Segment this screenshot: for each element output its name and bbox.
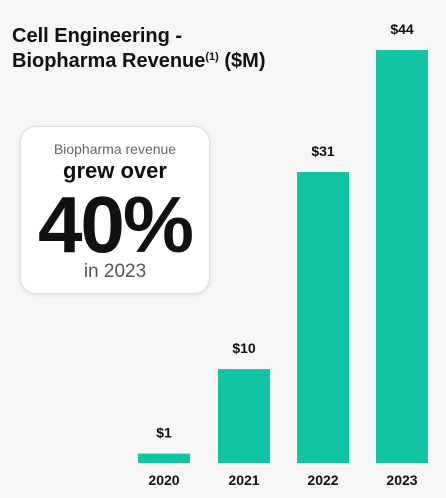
data-label-2022: $31 [311,143,335,159]
chart-title-text: Biopharma Revenue [12,50,206,72]
bar-2023 [376,50,428,463]
chart-title: Cell Engineering - Biopharma Revenue(1) … [12,24,266,74]
footnote-marker: (1) [205,51,219,63]
x-tick-label-2020: 2020 [148,472,179,488]
unit-label: ($M) [218,50,266,72]
data-label-2021: $10 [232,340,256,356]
callout-headline: grew over [63,158,167,183]
chart-title-line1: Cell Engineering - [12,25,183,47]
bar-2022 [297,172,349,464]
chart-title-line2: Biopharma Revenue(1) ($M) [12,49,266,74]
callout-subtitle: Biopharma revenue [53,141,177,157]
data-label-2023: $44 [390,21,414,37]
x-tick-label-2023: 2023 [386,472,417,488]
bar-2021 [218,369,270,463]
bar-2020 [138,453,190,463]
data-label-2020: $1 [156,425,172,441]
x-tick-label-2022: 2022 [307,472,338,488]
callout-period: in 2023 [83,261,147,282]
growth-callout-card: Biopharma revenue grew over 40% in 2023 [20,126,210,294]
x-tick-label-2021: 2021 [228,472,259,488]
callout-value: 40% [37,180,194,269]
